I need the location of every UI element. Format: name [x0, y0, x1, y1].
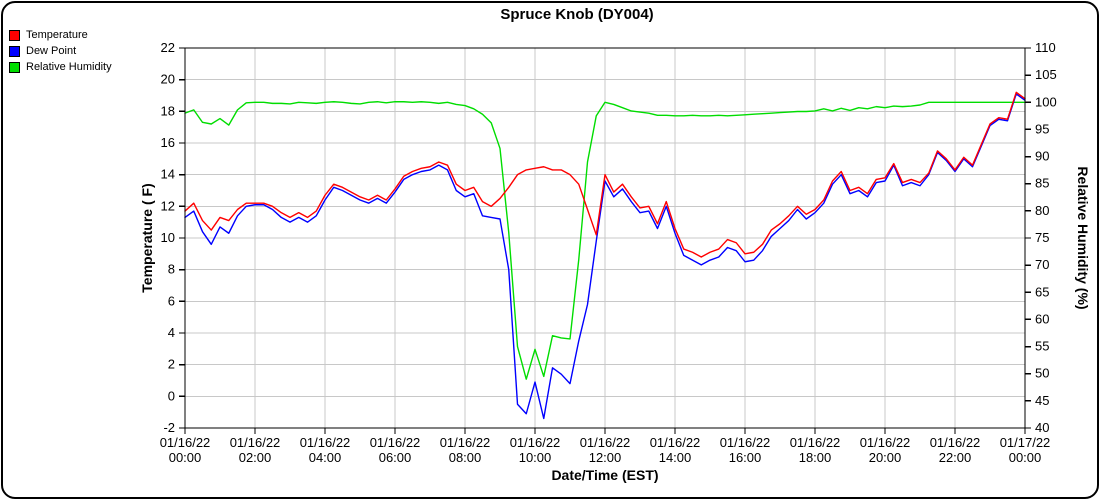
svg-text:01/16/22: 01/16/22	[160, 435, 211, 450]
svg-text:12: 12	[161, 198, 175, 213]
x-axis-title: Date/Time (EST)	[551, 467, 658, 483]
svg-text:14: 14	[161, 167, 175, 182]
svg-text:60: 60	[1035, 311, 1049, 326]
svg-text:95: 95	[1035, 121, 1049, 136]
svg-text:10: 10	[161, 230, 175, 245]
svg-text:85: 85	[1035, 176, 1049, 191]
svg-text:105: 105	[1035, 67, 1057, 82]
legend-label-dew-point: Dew Point	[26, 45, 77, 57]
legend-label-relative-humidity: Relative Humidity	[26, 61, 112, 73]
y-left-tick-labels: -2 0 2 4 6 8 10 12 14 16 18 20 22	[161, 40, 175, 435]
svg-text:18: 18	[161, 103, 175, 118]
svg-text:45: 45	[1035, 393, 1049, 408]
svg-text:01/16/22: 01/16/22	[440, 435, 491, 450]
y-left-axis-title: Temperature ( F)	[139, 183, 155, 292]
svg-text:04:00: 04:00	[309, 450, 342, 465]
svg-text:14:00: 14:00	[659, 450, 692, 465]
chart-title: Spruce Knob (DY004)	[500, 6, 653, 23]
svg-text:12:00: 12:00	[589, 450, 622, 465]
svg-text:01/16/22: 01/16/22	[860, 435, 911, 450]
svg-text:00:00: 00:00	[1009, 450, 1042, 465]
svg-text:80: 80	[1035, 203, 1049, 218]
svg-text:01/16/22: 01/16/22	[370, 435, 421, 450]
svg-text:10:00: 10:00	[519, 450, 552, 465]
legend: Temperature Dew Point Relative Humidity	[9, 27, 112, 75]
svg-text:16: 16	[161, 135, 175, 150]
svg-text:100: 100	[1035, 94, 1057, 109]
svg-text:00:00: 00:00	[169, 450, 202, 465]
dew-point-swatch-icon	[9, 45, 20, 57]
svg-text:20:00: 20:00	[869, 450, 902, 465]
svg-text:06:00: 06:00	[379, 450, 412, 465]
svg-text:01/16/22: 01/16/22	[930, 435, 981, 450]
svg-text:20: 20	[161, 72, 175, 87]
series-dew-point-line	[184, 93, 1026, 420]
svg-text:50: 50	[1035, 366, 1049, 381]
axis-ticks	[179, 47, 1031, 434]
legend-item-relative-humidity: Relative Humidity	[9, 59, 112, 75]
svg-text:6: 6	[168, 293, 175, 308]
svg-text:01/16/22: 01/16/22	[230, 435, 281, 450]
svg-text:8: 8	[168, 262, 175, 277]
svg-text:2: 2	[168, 357, 175, 372]
svg-text:70: 70	[1035, 257, 1049, 272]
legend-item-dew-point: Dew Point	[9, 43, 112, 59]
svg-text:90: 90	[1035, 149, 1049, 164]
svg-text:22: 22	[161, 40, 175, 55]
svg-text:18:00: 18:00	[799, 450, 832, 465]
svg-text:65: 65	[1035, 284, 1049, 299]
legend-label-temperature: Temperature	[26, 29, 88, 41]
svg-text:01/16/22: 01/16/22	[510, 435, 561, 450]
svg-text:01/16/22: 01/16/22	[650, 435, 701, 450]
svg-text:01/17/22: 01/17/22	[1000, 435, 1051, 450]
svg-text:0: 0	[168, 388, 175, 403]
y-right-axis-title: Relative Humidity (%)	[1075, 166, 1091, 309]
gridlines	[184, 47, 1026, 429]
svg-text:55: 55	[1035, 339, 1049, 354]
svg-text:40: 40	[1035, 420, 1049, 435]
svg-text:01/16/22: 01/16/22	[580, 435, 631, 450]
svg-text:01/16/22: 01/16/22	[720, 435, 771, 450]
relative-humidity-swatch-icon	[9, 61, 20, 73]
svg-text:16:00: 16:00	[729, 450, 762, 465]
legend-item-temperature: Temperature	[9, 27, 112, 43]
svg-text:-2: -2	[163, 420, 175, 435]
svg-text:01/16/22: 01/16/22	[300, 435, 351, 450]
series-relative-humidity-line	[184, 101, 1026, 380]
svg-text:01/16/22: 01/16/22	[790, 435, 841, 450]
y-right-tick-labels: 40 45 50 55 60 65 70 75 80 85 90 95 100 105 110	[1035, 40, 1057, 435]
x-tick-labels: 01/16/2200:0001/16/2202:0001/16/2204:000…	[160, 435, 1051, 465]
svg-text:110: 110	[1035, 40, 1056, 55]
svg-text:22:00: 22:00	[939, 450, 972, 465]
svg-text:75: 75	[1035, 230, 1049, 245]
svg-text:08:00: 08:00	[449, 450, 482, 465]
svg-text:02:00: 02:00	[239, 450, 272, 465]
temperature-swatch-icon	[9, 29, 20, 41]
svg-text:4: 4	[168, 325, 175, 340]
series-temperature-line	[184, 91, 1026, 258]
